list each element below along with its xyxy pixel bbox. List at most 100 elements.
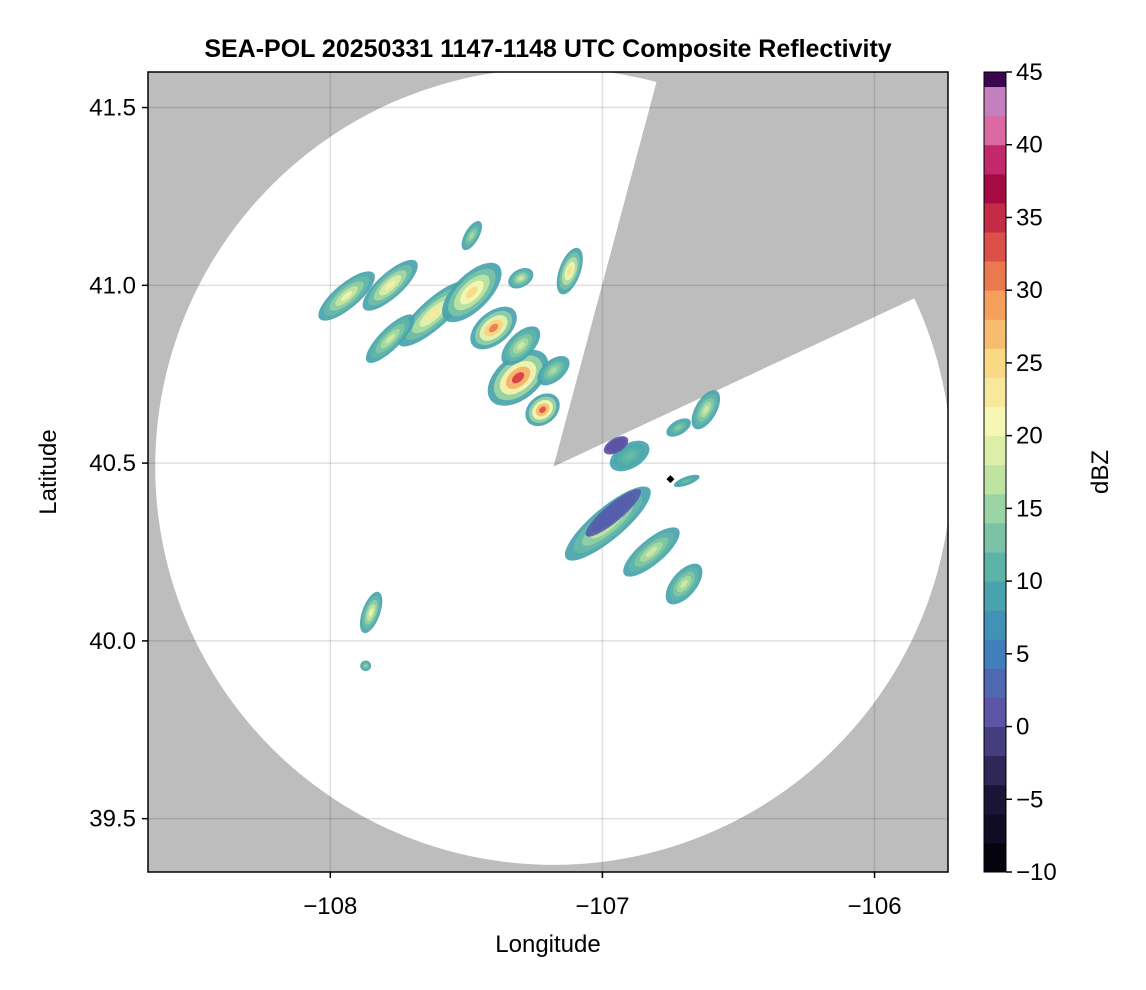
echo-cell <box>362 259 418 311</box>
echo-contour <box>550 367 557 374</box>
colorbar-bin <box>984 464 1006 495</box>
echo-cell <box>603 436 629 455</box>
colorbar-ticks: −10 −5 0 5 10 15 20 25 30 35 40 45 <box>1006 59 1057 886</box>
colorbar-bin <box>984 784 1006 815</box>
echo-contour <box>613 443 619 448</box>
colorbar-bin <box>984 522 1006 553</box>
colorbar-bin <box>984 261 1006 291</box>
reflectivity-echoes <box>318 220 721 672</box>
colorbar-bin <box>984 813 1006 844</box>
colorbar-bin <box>984 319 1006 349</box>
colorbar-bin <box>984 842 1006 873</box>
colorbar-bin <box>984 144 1006 175</box>
colorbar-tick-label: 5 <box>1016 641 1029 668</box>
colorbar-bins <box>984 72 1006 873</box>
colorbar-bin <box>984 115 1006 146</box>
y-tick-label: 40.0 <box>89 628 136 655</box>
colorbar-frame <box>983 71 1007 873</box>
echo-contour <box>645 547 658 557</box>
colorbar-bin <box>984 493 1006 524</box>
colorbar-tick-label: 10 <box>1016 568 1043 595</box>
colorbar-bin <box>984 348 1006 378</box>
colorbar-bin <box>984 377 1006 408</box>
echo-cell <box>585 489 642 537</box>
echo-contour <box>539 406 547 414</box>
colorbar: −10 −5 0 5 10 15 20 25 30 35 40 45 dBZ <box>983 59 1114 886</box>
colorbar-tick-label: −5 <box>1016 786 1043 813</box>
echo-cell <box>442 262 502 323</box>
colorbar-label: dBZ <box>1087 450 1114 494</box>
echo-contour <box>516 341 525 350</box>
echo-contour <box>607 508 619 518</box>
grid-lines <box>148 72 948 872</box>
colorbar-bin <box>984 668 1006 698</box>
echo-cell <box>360 660 372 672</box>
plot-frame <box>147 71 949 873</box>
x-axis-label: Longitude <box>495 931 600 958</box>
echo-cell <box>501 326 541 366</box>
echo-contour <box>702 405 709 414</box>
radar-coverage-area <box>155 72 948 865</box>
x-tick-label: −107 <box>575 893 629 920</box>
colorbar-bin <box>984 232 1006 262</box>
echo-contour <box>567 266 573 276</box>
y-axis-ticks: 39.5 40.0 40.5 41.0 41.5 <box>89 95 148 833</box>
colorbar-tick-label: 35 <box>1016 204 1043 231</box>
y-tick-label: 39.5 <box>89 806 136 833</box>
echo-contour <box>625 452 634 460</box>
colorbar-bin <box>984 72 1006 88</box>
plot-area <box>148 72 948 872</box>
echo-contour <box>680 579 688 589</box>
echo-cell <box>365 314 415 363</box>
echo-cell <box>666 418 691 437</box>
y-tick-label: 40.5 <box>89 450 136 477</box>
colorbar-bin <box>984 697 1006 728</box>
echo-cell <box>537 355 570 386</box>
echo-contour <box>426 307 441 321</box>
echo-cell <box>673 474 700 488</box>
echo-contour <box>511 372 525 384</box>
echo-cell <box>556 247 583 295</box>
echo-contour <box>684 479 690 483</box>
y-tick-label: 41.5 <box>89 95 136 122</box>
echo-contour <box>469 232 474 239</box>
x-tick-label: −108 <box>303 893 357 920</box>
echo-cell <box>691 390 721 430</box>
colorbar-bin <box>984 86 1006 117</box>
colorbar-tick-label: −10 <box>1016 859 1057 886</box>
y-axis-label: Latitude <box>35 429 62 514</box>
echo-contour <box>384 280 396 291</box>
echo-contour <box>518 276 524 281</box>
colorbar-bin <box>984 552 1006 582</box>
colorbar-tick-label: 40 <box>1016 132 1043 159</box>
echo-contour <box>465 286 478 299</box>
echo-cell <box>359 591 383 634</box>
echo-contour <box>340 291 353 301</box>
echo-cell <box>508 267 534 289</box>
chart-title: SEA-POL 20250331 1147-1148 UTC Composite… <box>204 35 891 63</box>
echo-contour <box>368 608 374 617</box>
colorbar-tick-label: 25 <box>1016 350 1043 377</box>
y-tick-label: 41.0 <box>89 272 136 299</box>
colorbar-tick-label: 0 <box>1016 714 1029 741</box>
echo-cell <box>487 349 549 406</box>
echo-contour <box>364 664 367 667</box>
echo-cell <box>665 563 703 605</box>
colorbar-bin <box>984 202 1006 233</box>
colorbar-bin <box>984 639 1006 669</box>
colorbar-bin <box>984 173 1006 204</box>
colorbar-tick-label: 15 <box>1016 495 1043 522</box>
station-marker <box>666 475 675 484</box>
colorbar-bin <box>984 406 1006 437</box>
colorbar-bin <box>984 726 1006 757</box>
echo-contour <box>385 333 396 344</box>
colorbar-tick-label: 45 <box>1016 59 1043 86</box>
echo-cell <box>318 271 375 321</box>
x-axis-ticks: −108 −107 −106 <box>303 872 902 920</box>
colorbar-bin <box>984 610 1006 640</box>
colorbar-bin <box>984 435 1006 466</box>
echo-cell <box>470 306 517 350</box>
colorbar-bin <box>984 290 1006 320</box>
colorbar-tick-label: 30 <box>1016 277 1043 304</box>
